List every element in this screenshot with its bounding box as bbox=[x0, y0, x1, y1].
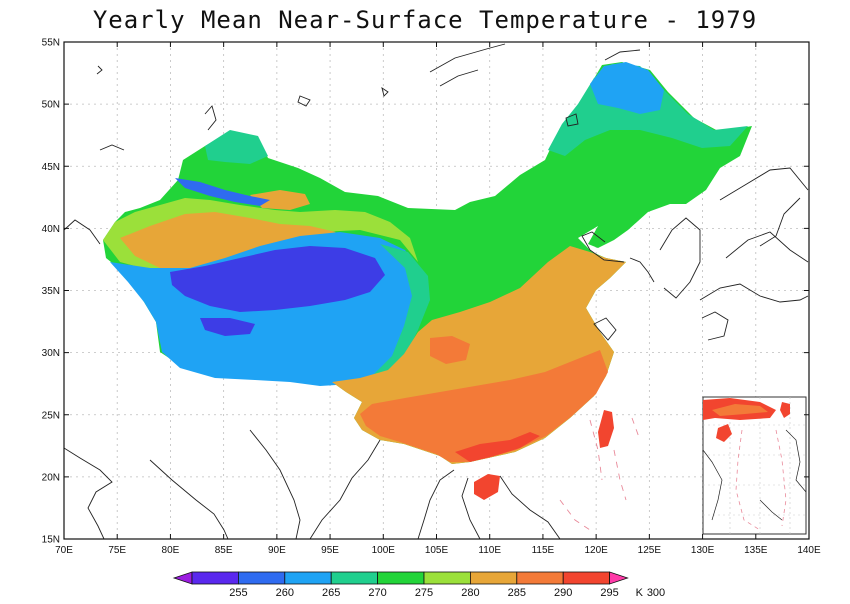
lat-tick-label: 25N bbox=[42, 410, 60, 421]
region-sichuan-warm bbox=[430, 336, 470, 364]
region-tianshan-cold bbox=[175, 178, 270, 206]
lon-tick-label: 75E bbox=[108, 545, 126, 556]
colorbar-end-low bbox=[172, 571, 193, 585]
longitude-axis: 70E 75E 80E 85E 90E 95E 100E 105E 110E 115E 120E 12… bbox=[55, 42, 821, 556]
lon-tick-label: 135E bbox=[744, 545, 768, 556]
lat-tick-label: 40N bbox=[42, 224, 60, 235]
lat-tick-label: 55N bbox=[42, 38, 60, 49]
lon-tick-label: 115E bbox=[532, 545, 555, 556]
region-tibet-cold-patch bbox=[200, 318, 255, 336]
colorbar-end-high bbox=[609, 571, 629, 585]
colorbar-segment bbox=[330, 571, 379, 585]
lon-tick-label: 120E bbox=[584, 545, 608, 556]
colorbar-segment bbox=[191, 571, 239, 585]
coastlines bbox=[64, 43, 809, 539]
colorbar-level-label: 285 bbox=[508, 587, 526, 599]
region-altai-teal bbox=[205, 130, 268, 164]
latitude-axis: 15N 20N 25N 30N 35N 40N 45N 50N 55N bbox=[42, 38, 809, 546]
region-tibet-cold-core bbox=[170, 246, 385, 312]
lon-tick-label: 125E bbox=[638, 545, 662, 556]
lon-tick-label: 85E bbox=[215, 545, 233, 556]
taiwan-island bbox=[598, 410, 614, 448]
colorbar-segment bbox=[562, 571, 611, 585]
region-teal-fringe bbox=[368, 244, 430, 380]
colorbar-level-label: 300 bbox=[647, 587, 665, 599]
colorbar-segment bbox=[516, 571, 564, 585]
maritime-boundaries bbox=[559, 417, 641, 531]
lon-tick-label: 70E bbox=[55, 545, 73, 556]
colorbar-segment bbox=[237, 571, 286, 585]
lon-tick-label: 130E bbox=[691, 545, 715, 556]
colorbar-level-label: 255 bbox=[229, 587, 247, 599]
lat-tick-label: 50N bbox=[42, 100, 60, 111]
region-junggar-orange bbox=[250, 190, 310, 210]
region-south-warm bbox=[360, 350, 608, 462]
lat-tick-label: 45N bbox=[42, 162, 60, 173]
region-south-hot bbox=[455, 432, 540, 462]
lon-tick-label: 80E bbox=[162, 545, 180, 556]
lon-tick-label: 110E bbox=[478, 545, 501, 556]
map-title: Yearly Mean Near-Surface Temperature - 1… bbox=[92, 6, 758, 34]
colorbar-segment bbox=[423, 571, 471, 585]
lat-tick-label: 20N bbox=[42, 472, 60, 483]
colorbar-level-label: 295 bbox=[600, 587, 618, 599]
lat-tick-label: 15N bbox=[42, 535, 60, 546]
colorbar-unit-label: K bbox=[636, 587, 644, 599]
colorbar-level-label: 280 bbox=[461, 587, 479, 599]
colorbar-segment bbox=[469, 571, 518, 585]
hainan-island bbox=[474, 474, 500, 500]
lon-tick-label: 100E bbox=[372, 545, 396, 556]
china-temperature-field bbox=[103, 62, 752, 464]
lon-tick-label: 140E bbox=[797, 545, 821, 556]
colorbar-level-label: 265 bbox=[322, 587, 340, 599]
colorbar-segment bbox=[284, 571, 332, 585]
lat-tick-label: 30N bbox=[42, 348, 60, 359]
colorbar-level-label: 290 bbox=[554, 587, 572, 599]
inset-map-south-china-sea bbox=[702, 396, 807, 535]
region-tarim-orange bbox=[120, 212, 336, 270]
colorbar-level-label: 260 bbox=[276, 587, 294, 599]
lon-tick-label: 95E bbox=[321, 545, 339, 556]
lat-tick-label: 35N bbox=[42, 286, 60, 297]
lon-tick-label: 105E bbox=[425, 545, 449, 556]
colorbar-level-label: 270 bbox=[368, 587, 386, 599]
lon-tick-label: 90E bbox=[268, 545, 286, 556]
colorbar-level-label: 275 bbox=[415, 587, 433, 599]
region-northeast-blue bbox=[590, 62, 664, 114]
colorbar-segment bbox=[377, 571, 425, 585]
